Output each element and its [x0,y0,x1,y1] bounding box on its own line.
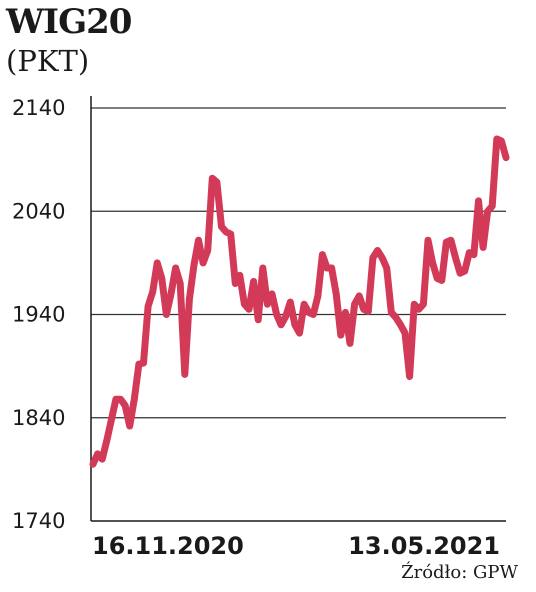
data-point [218,223,225,230]
data-point [273,311,280,318]
data-point [438,277,445,284]
data-point [241,300,248,308]
data-point [333,290,340,298]
data-point [392,314,400,321]
data-point [314,292,322,300]
data-point [378,254,386,261]
data-point [282,313,289,320]
data-point [461,267,468,275]
data-point [232,280,239,287]
data-point [144,303,152,310]
data-point [190,261,198,269]
data-point [479,244,487,251]
data-point [245,306,253,313]
y-tick-label: 2040 [12,199,65,223]
data-point [259,264,266,272]
data-point [277,321,285,329]
data-point [108,416,115,424]
data-point [415,306,423,313]
data-point [351,300,358,308]
data-point [452,254,459,261]
data-point [484,208,491,215]
y-tick-label: 1940 [12,303,65,327]
data-point [323,264,331,272]
data-point [117,395,124,403]
data-point [94,450,101,458]
data-point [424,236,432,244]
data-point [268,290,276,298]
data-point [319,251,326,258]
data-point [296,329,303,337]
data-point [131,395,138,403]
x-tick-end: 13.05.2021 [348,532,500,560]
data-point [126,422,133,430]
data-point [502,154,510,161]
data-point [447,236,455,244]
data-points [89,135,510,468]
data-point [255,316,262,323]
data-point [420,300,427,308]
data-point [227,230,234,238]
unit-label: (PKT) [6,44,90,78]
data-point [149,288,156,295]
data-point [365,308,372,315]
y-tick-label: 2140 [12,96,65,120]
y-tick-label: 1740 [12,509,65,533]
data-point [374,247,381,254]
y-tick-labels: 1740 1840 1940 2040 2140 [12,96,65,533]
data-point [401,329,409,337]
data-point [98,455,106,463]
data-point [397,321,404,329]
data-point [167,290,175,298]
data-point [163,311,170,318]
data-point [355,292,363,300]
data-point [369,254,377,261]
data-point [388,309,395,316]
x-tick-start: 16.11.2020 [92,532,244,560]
data-point [342,309,349,316]
series-line-wig20 [89,135,510,468]
data-point [470,251,478,258]
data-point [264,300,271,308]
data-point [195,236,202,244]
data-point [158,275,166,282]
data-point [176,280,184,287]
data-point [121,402,129,409]
data-point [291,321,299,329]
data-point [328,264,335,272]
data-point [489,202,496,210]
data-point [498,137,505,145]
data-point [199,259,207,267]
data-point [236,272,244,279]
data-point [204,247,211,254]
data-point [383,264,390,272]
data-point [89,461,97,468]
data-point [337,331,344,339]
chart-title: WIG20 [6,2,132,42]
data-point [209,175,216,182]
data-point [411,300,418,308]
data-point [250,278,257,285]
data-point [287,298,294,306]
data-point [181,371,188,378]
data-point [475,197,482,205]
data-point [300,300,308,308]
data-point [406,373,413,380]
y-tick-label: 1840 [12,406,65,430]
data-point [186,295,193,303]
data-point [172,264,179,272]
data-point [112,395,120,403]
data-point [154,259,161,267]
grid [91,107,506,419]
data-point [310,311,317,318]
source-note: Źródło: GPW [401,562,518,583]
data-point [140,359,147,367]
wig20-chart: 1740 1840 1940 2040 2140 16.11.2020 13.05.20… [12,96,510,560]
data-point [213,179,221,186]
data-point [429,259,436,267]
data-point [346,340,354,347]
data-point [103,437,110,444]
